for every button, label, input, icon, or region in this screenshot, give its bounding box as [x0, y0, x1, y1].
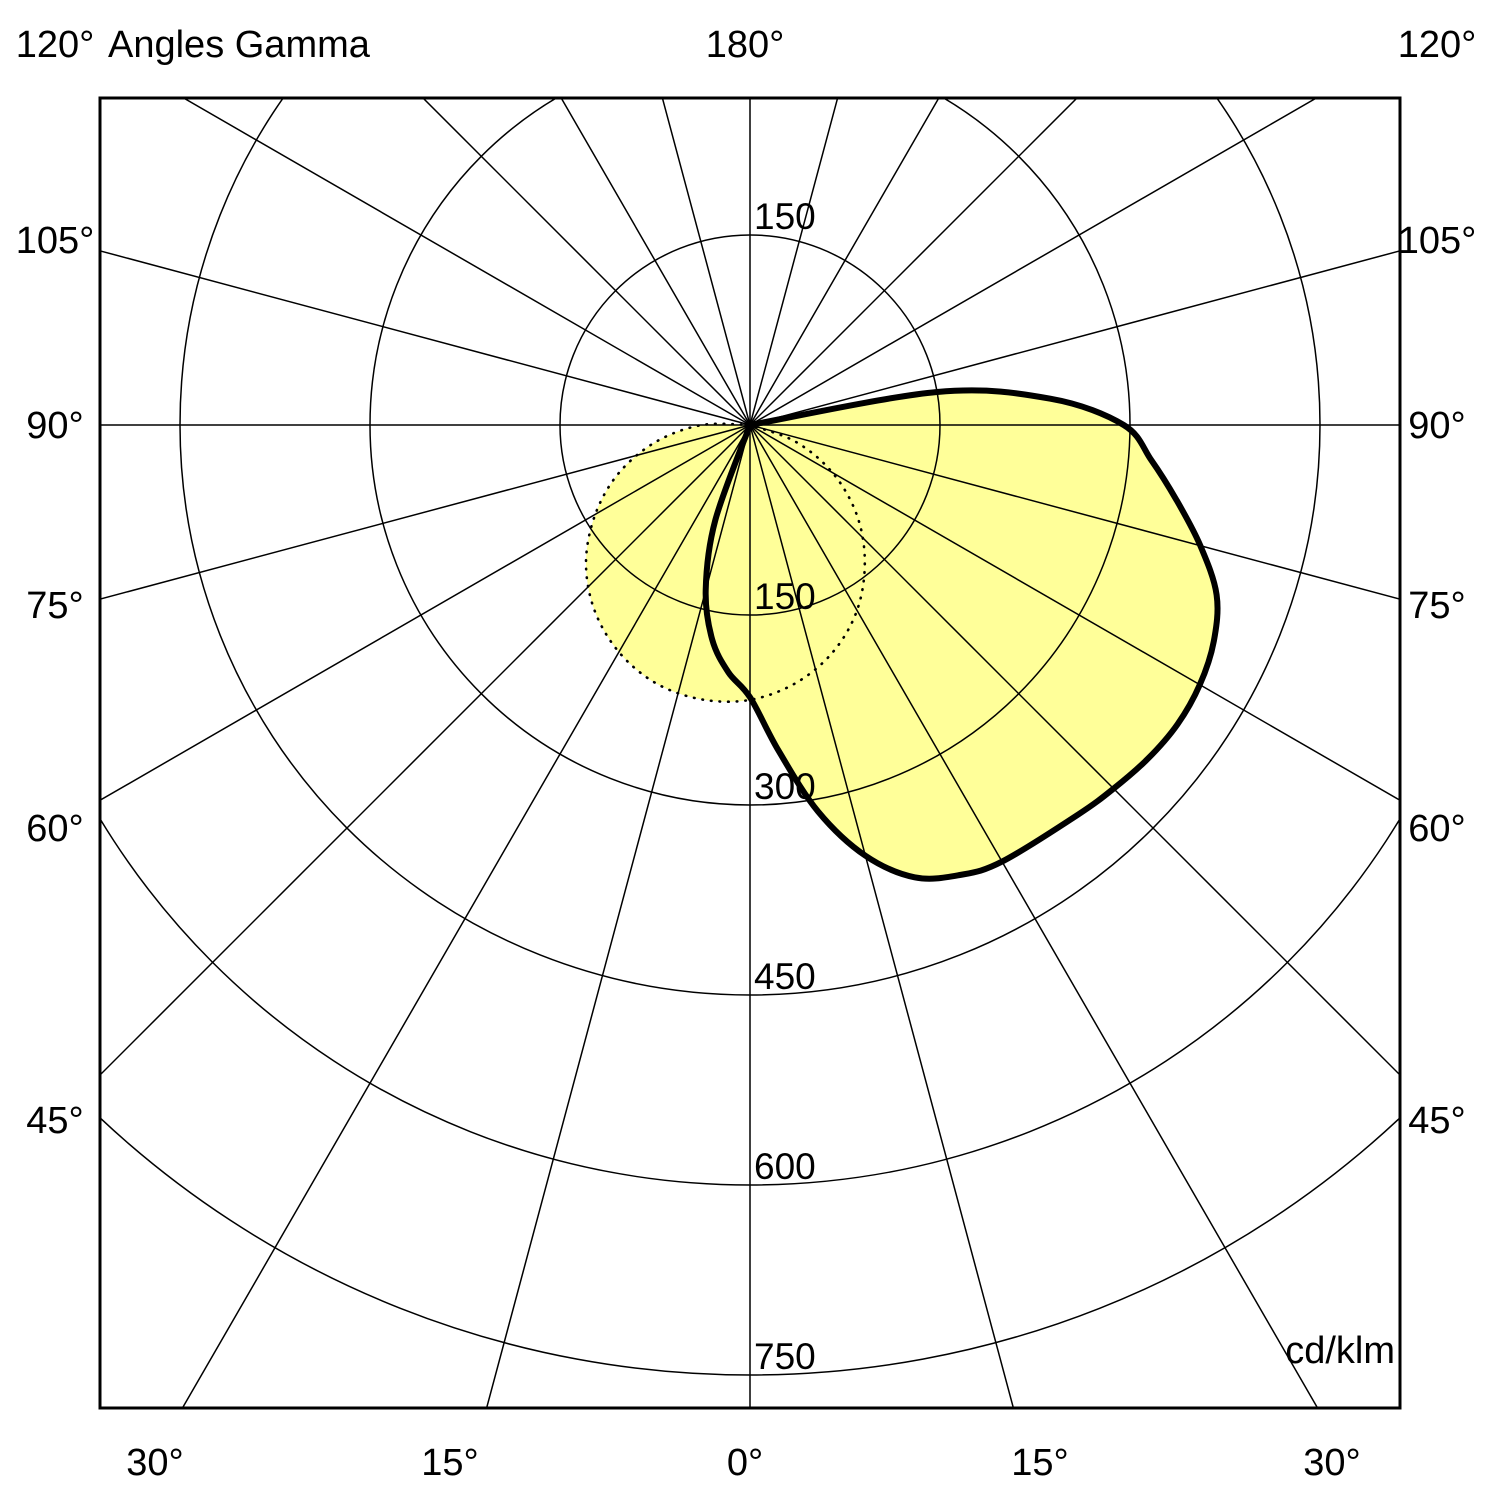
- grid-radial-75: [749, 424, 1400, 600]
- grid-radial-345: [485, 424, 751, 1408]
- grid-radial-30: [749, 424, 1319, 1408]
- grid-radial-315: [100, 424, 751, 1077]
- angle-label-left-105: 105°: [15, 220, 95, 262]
- angle-label-bottom-15r: 15°: [1011, 1442, 1069, 1484]
- angle-label-bottom-15l: 15°: [421, 1442, 479, 1484]
- grid-radial-60: [749, 424, 1400, 802]
- grid-radial-165: [749, 98, 839, 426]
- grid-radial-300: [100, 424, 751, 802]
- grid-radial-225: [421, 98, 751, 426]
- radial-tick-300: 300: [754, 766, 816, 807]
- grid-radial-285: [100, 424, 751, 600]
- grid-radial-150: [749, 98, 940, 426]
- radial-tick-600: 600: [754, 1146, 816, 1187]
- solid-beam-outline: [702, 387, 1221, 882]
- radial-tick-450: 450: [754, 956, 816, 997]
- angle-label-top-180: 180°: [705, 24, 785, 66]
- angle-label-bottom-30l: 30°: [126, 1442, 184, 1484]
- chart-title: Angles Gamma: [108, 24, 370, 66]
- grid-radial-15: [749, 424, 1015, 1408]
- angle-label-right-60: 60°: [1408, 808, 1466, 850]
- angle-label-right-75: 75°: [1408, 585, 1466, 627]
- angle-label-top-left-120: 120°: [15, 24, 95, 66]
- radial-tick-750: 750: [754, 1336, 816, 1377]
- dotted-beam-outline: [584, 422, 867, 704]
- angle-label-bottom-0: 0°: [726, 1442, 764, 1484]
- grid-radial-255: [100, 250, 751, 426]
- angle-label-top-right-120: 120°: [1397, 24, 1477, 66]
- beam-outlines: [584, 387, 1221, 882]
- grid-radial-45: [749, 424, 1400, 1077]
- grid-radial-105: [749, 250, 1400, 426]
- angle-label-right-45: 45°: [1408, 1100, 1466, 1142]
- grid-radial-135: [749, 98, 1079, 426]
- grid-radial-120: [749, 98, 1318, 426]
- chart-border: [98, 96, 1402, 1410]
- grid-radial-195: [661, 98, 751, 426]
- dotted-beam-fill: [585, 423, 865, 702]
- angle-label-bottom-30r: 30°: [1303, 1442, 1361, 1484]
- radial-tick-150-top: 150: [754, 196, 816, 237]
- beam-fills: [585, 390, 1218, 879]
- angle-label-right-90: 90°: [1408, 405, 1466, 447]
- angle-label-left-75: 75°: [26, 585, 84, 627]
- angle-label-left-90: 90°: [26, 405, 84, 447]
- grid-radial-240: [182, 98, 751, 426]
- grid-radial-210: [560, 98, 751, 426]
- angle-label-right-105: 105°: [1397, 220, 1477, 262]
- grid-radial-330: [181, 424, 751, 1408]
- unit-label: cd/klm: [1285, 1330, 1395, 1372]
- angle-label-left-60: 60°: [26, 808, 84, 850]
- radial-tick-150: 150: [754, 576, 816, 617]
- angle-label-left-45: 45°: [26, 1100, 84, 1142]
